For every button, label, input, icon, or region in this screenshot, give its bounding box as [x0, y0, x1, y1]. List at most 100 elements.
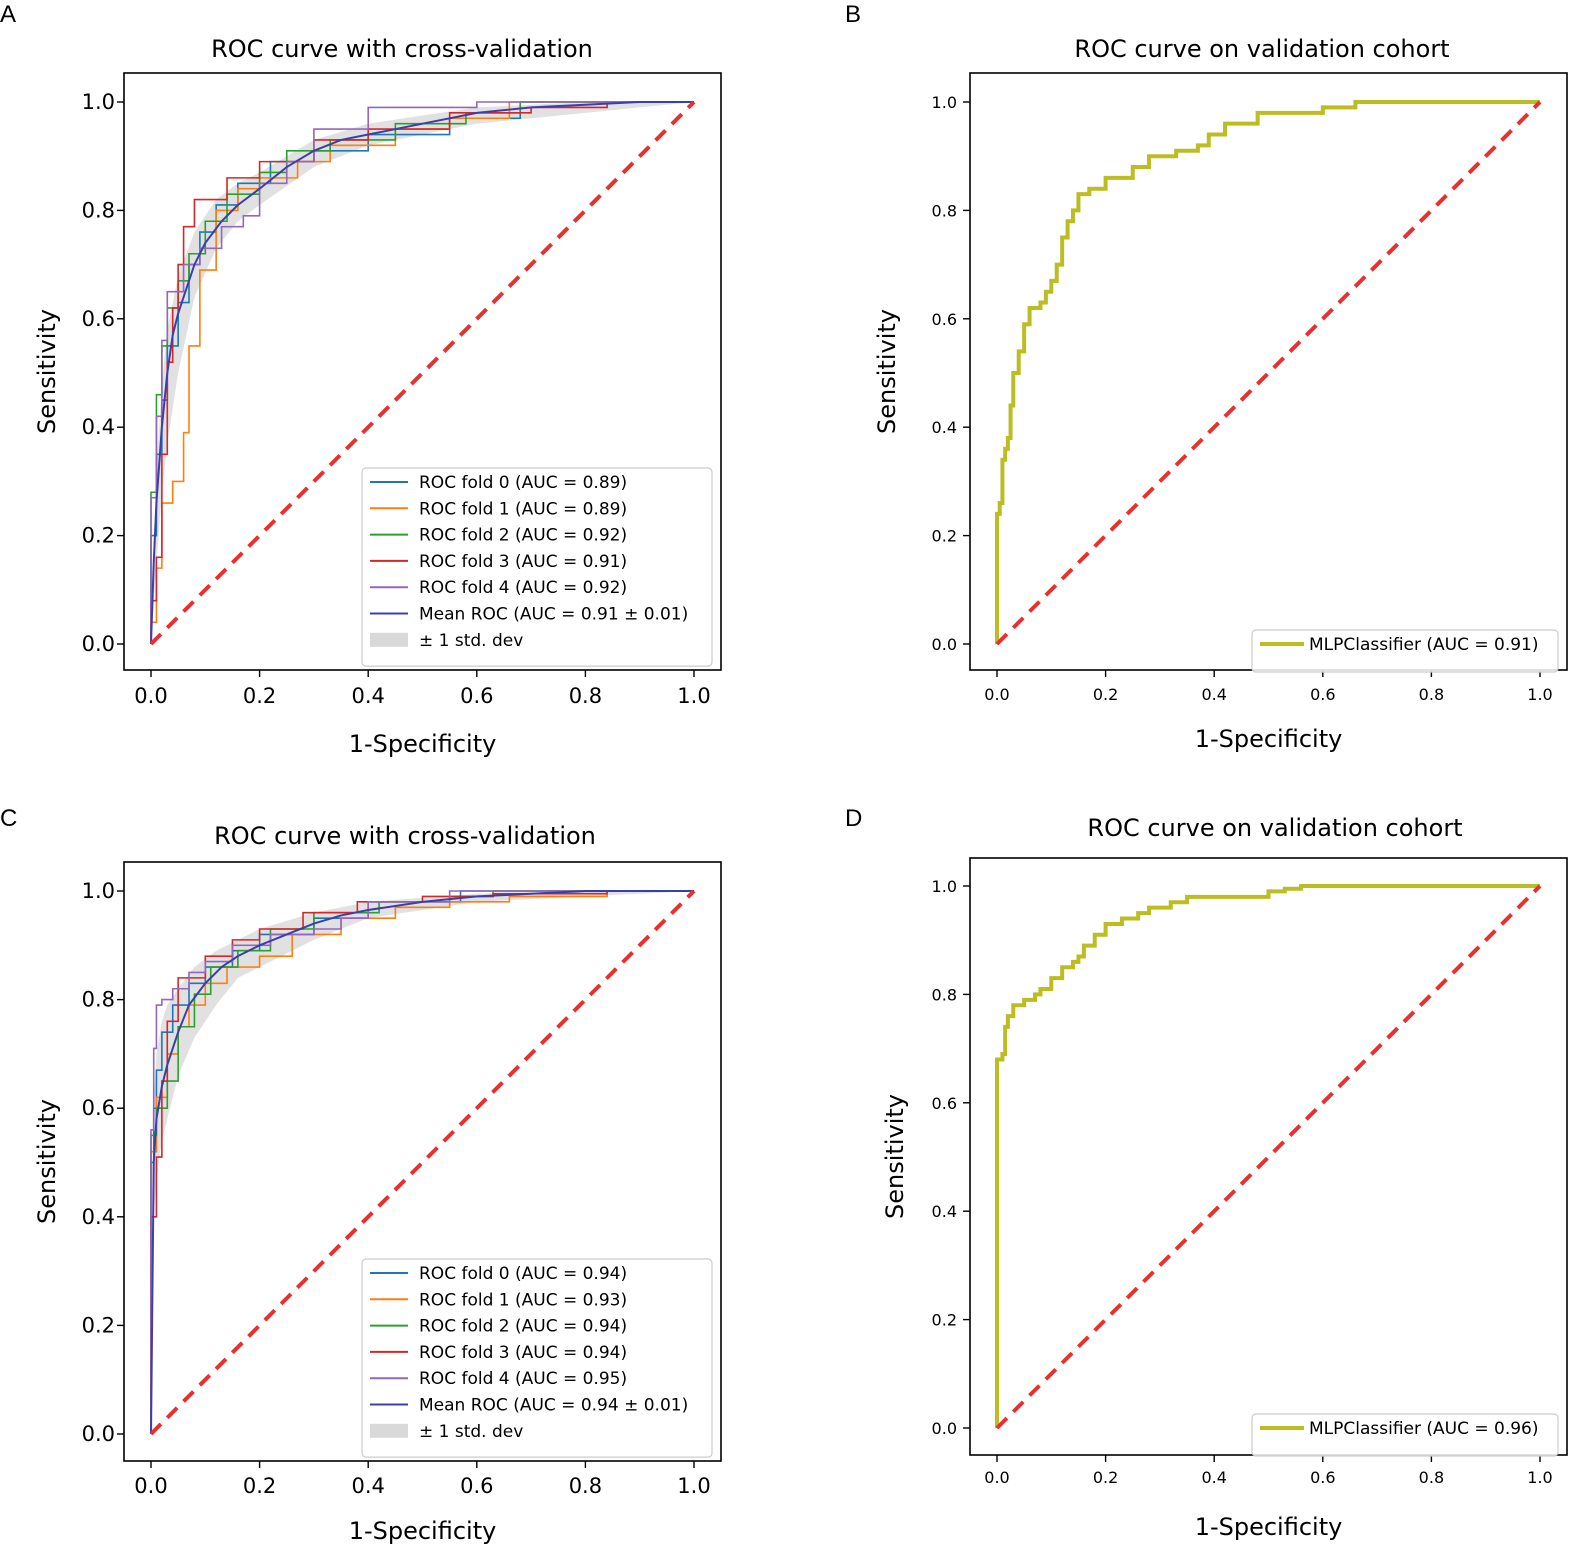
chart-title: ROC curve on validation cohort — [1087, 814, 1462, 842]
legend-label: ROC fold 4 (AUC = 0.92) — [419, 578, 627, 598]
legend-box — [1251, 1413, 1559, 1457]
panel-letter: D — [845, 805, 862, 832]
panel-d: D ROC curve on validation cohort 0.0 0.2 0.4… — [845, 805, 1568, 1541]
x-axis-label: 1-Specificity — [1195, 725, 1343, 753]
x-tick-label: 1.0 — [677, 684, 710, 708]
y-tick-label: 0.4 — [82, 415, 115, 439]
y-tick-label: 1.0 — [82, 879, 115, 903]
chart-title: ROC curve on validation cohort — [1074, 35, 1449, 63]
legend-label: ROC fold 3 (AUC = 0.94) — [419, 1343, 627, 1363]
x-tick-label: 1.0 — [1527, 685, 1552, 704]
plot-area — [995, 100, 1542, 646]
roc-curve-line — [995, 100, 1540, 644]
legend-label: ROC fold 4 (AUC = 0.95) — [419, 1369, 627, 1389]
axes-frame — [123, 72, 722, 671]
y-tick-label: 1.0 — [932, 877, 957, 896]
legend-label: ROC fold 0 (AUC = 0.94) — [419, 1264, 627, 1284]
x-tick-label: 0.0 — [134, 684, 167, 708]
x-tick-label: 0.6 — [1310, 685, 1335, 704]
x-tick-label: 0.4 — [1201, 1468, 1226, 1487]
y-axis-label: Sensitivity — [33, 1099, 61, 1224]
legend-label: ± 1 std. dev — [419, 1422, 523, 1442]
legend-label: ROC fold 2 (AUC = 0.94) — [419, 1317, 627, 1337]
x-tick-label: 0.0 — [984, 685, 1009, 704]
legend-label: Mean ROC (AUC = 0.94 ± 0.01) — [419, 1396, 688, 1416]
legend-label: ROC fold 0 (AUC = 0.89) — [419, 473, 627, 493]
x-tick-label: 1.0 — [677, 1474, 710, 1498]
legend: MLPClassifier (AUC = 0.96) — [1251, 1413, 1559, 1457]
x-tick-label: 0.4 — [351, 684, 384, 708]
panel-a: A ROC curve with cross-validation 0.0 0.2 0.… — [0, 1, 722, 758]
x-tick-label: 0.2 — [243, 1474, 276, 1498]
plot-area — [149, 100, 696, 646]
y-tick-label: 0.8 — [932, 985, 957, 1004]
y-tick-label: 0.0 — [82, 632, 115, 656]
y-tick-label: 1.0 — [932, 93, 957, 112]
legend-label: ± 1 std. dev — [419, 631, 523, 651]
x-tick-label: 0.8 — [569, 1474, 602, 1498]
x-tick-label: 0.8 — [569, 684, 602, 708]
legend: ROC fold 0 (AUC = 0.89) ROC fold 1 (AUC =… — [361, 467, 713, 667]
panel-b: B ROC curve on validation cohort 0.0 0.2 0.4… — [845, 1, 1568, 753]
x-tick-label: 0.2 — [1093, 1468, 1118, 1487]
legend-label: ROC fold 1 (AUC = 0.93) — [419, 1290, 627, 1310]
y-tick-label: 0.0 — [932, 635, 957, 654]
x-tick-label: 0.8 — [1419, 1468, 1444, 1487]
x-tick-label: 0.4 — [351, 1474, 384, 1498]
axes-frame — [123, 861, 722, 1462]
chance-diagonal — [149, 100, 696, 646]
x-tick-label: 0.8 — [1419, 685, 1444, 704]
y-tick-label: 1.0 — [82, 90, 115, 114]
x-tick-label: 0.6 — [460, 1474, 493, 1498]
y-tick-label: 0.2 — [932, 1311, 957, 1330]
y-tick-label: 0.2 — [82, 1313, 115, 1337]
chart-title: ROC curve with cross-validation — [211, 35, 593, 63]
x-tick-label: 0.6 — [460, 684, 493, 708]
x-axis-label: 1-Specificity — [1195, 1513, 1343, 1541]
legend-label: MLPClassifier (AUC = 0.91) — [1309, 635, 1539, 655]
y-tick-label: 0.6 — [82, 1096, 115, 1120]
legend-label: Mean ROC (AUC = 0.91 ± 0.01) — [419, 605, 688, 625]
roc-fold-4-line — [150, 890, 694, 1434]
y-tick-label: 0.2 — [82, 524, 115, 548]
x-tick-label: 0.2 — [243, 684, 276, 708]
y-tick-label: 0.8 — [932, 201, 957, 220]
plot-area — [149, 889, 696, 1436]
y-tick-label: 0.4 — [932, 418, 957, 437]
y-tick-label: 0.6 — [932, 1094, 957, 1113]
y-tick-label: 0.4 — [82, 1205, 115, 1229]
x-tick-label: 0.4 — [1201, 685, 1226, 704]
legend-label: ROC fold 1 (AUC = 0.89) — [419, 499, 627, 519]
mean-roc-line — [150, 101, 694, 645]
legend-box — [361, 1258, 713, 1458]
y-tick-label: 0.6 — [82, 307, 115, 331]
legend: MLPClassifier (AUC = 0.91) — [1251, 629, 1559, 673]
y-tick-label: 0.4 — [932, 1202, 957, 1221]
roc-fold-3-line — [150, 102, 608, 644]
legend-swatch-band — [370, 632, 408, 647]
x-tick-label: 0.2 — [1093, 685, 1118, 704]
y-axis-label: Sensitivity — [33, 309, 61, 434]
chance-diagonal — [149, 889, 696, 1436]
panel-letter: A — [0, 1, 16, 28]
legend-label: ROC fold 2 (AUC = 0.92) — [419, 526, 627, 546]
y-tick-label: 0.0 — [932, 1419, 957, 1438]
legend-swatch-band — [370, 1423, 408, 1438]
y-tick-label: 0.8 — [82, 988, 115, 1012]
chance-diagonal — [995, 884, 1542, 1430]
y-tick-label: 0.2 — [932, 527, 957, 546]
x-axis-label: 1-Specificity — [349, 730, 497, 758]
panel-c: C ROC curve with cross-validation 0.0 0.2 0.… — [0, 805, 722, 1545]
y-tick-label: 0.8 — [82, 198, 115, 222]
y-tick-label: 0.6 — [932, 310, 957, 329]
chance-diagonal — [995, 100, 1542, 646]
y-tick-label: 0.0 — [82, 1422, 115, 1446]
y-axis-label: Sensitivity — [881, 1094, 909, 1219]
legend-label: MLPClassifier (AUC = 0.96) — [1309, 1419, 1539, 1439]
panel-letter: C — [0, 805, 17, 832]
panel-letter: B — [845, 1, 861, 28]
roc-curve-line — [995, 884, 1540, 1428]
plot-area — [995, 884, 1542, 1430]
x-tick-label: 0.0 — [984, 1468, 1009, 1487]
